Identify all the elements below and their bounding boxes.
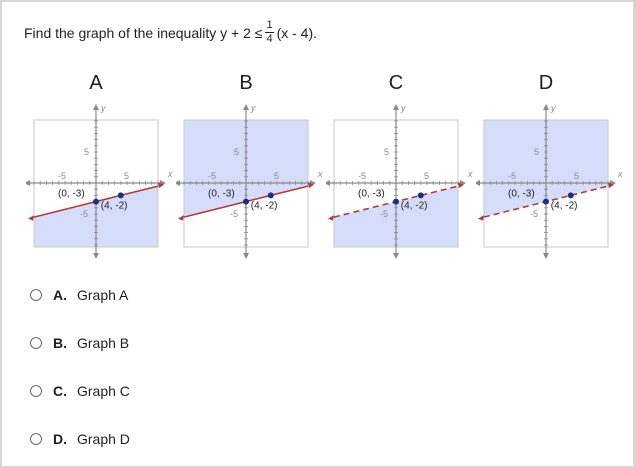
graph-a-label: A [89, 72, 103, 94]
line-arrow-left [478, 215, 484, 221]
y-axis-arrow [243, 104, 249, 110]
fraction-denominator: 4 [265, 32, 274, 45]
fraction: 1 4 [265, 19, 274, 45]
point-label-1: (0, -3) [208, 189, 235, 200]
tick-label-y-pos: 5 [234, 147, 239, 157]
tick-label-x-pos: 5 [274, 171, 279, 181]
point-4-neg2 [417, 192, 424, 199]
tick-label-x-neg: -5 [358, 171, 366, 181]
y-axis-arrow-down [543, 253, 549, 259]
x-axis-arrow-left [176, 180, 180, 186]
point-4-neg2 [567, 192, 574, 199]
option-b[interactable]: B. Graph B [30, 332, 200, 354]
line-arrow-left [328, 215, 334, 221]
option-b-letter: B. [53, 335, 67, 351]
graph-d: x y -5 5 5 -5 (0, -3) (4, -2) [476, 103, 623, 259]
y-axis-arrow [393, 104, 399, 110]
point-0-neg3 [93, 198, 99, 205]
point-0-neg3 [543, 198, 549, 205]
graph-c: x y -5 5 5 -5 (0, -3) (4, -2) [326, 103, 473, 259]
line-arrow-left [28, 215, 34, 221]
line-arrow-right [158, 182, 164, 189]
option-a-letter: A. [53, 287, 67, 303]
tick-label-y-pos: 5 [84, 147, 89, 157]
line-arrow-right [308, 182, 314, 189]
point-label-2: (4, -2) [401, 200, 428, 211]
line-arrow-right [458, 182, 464, 189]
x-axis-arrow-left [326, 180, 330, 186]
line-arrow-right [608, 182, 614, 189]
x-axis-arrow-left [476, 180, 480, 186]
tick-label-x-pos: 5 [424, 171, 429, 181]
graph-b-label: B [239, 72, 253, 94]
tick-label-x-neg: -5 [208, 171, 216, 181]
x-axis-arrow-left [26, 180, 30, 186]
graph-c-label: C [388, 72, 404, 94]
y-axis-arrow [543, 104, 549, 110]
point-label-1: (0, -3) [508, 189, 535, 200]
tick-label-y-pos: 5 [384, 147, 389, 157]
option-c[interactable]: C. Graph C [30, 380, 200, 402]
tick-label-y-neg: -5 [230, 209, 238, 219]
radio-option-d[interactable] [30, 433, 42, 445]
tick-label-y-neg: -5 [380, 209, 388, 219]
option-d[interactable]: D. Graph D [30, 428, 200, 450]
option-a[interactable]: A. Graph A [30, 284, 200, 306]
radio-option-a[interactable] [30, 289, 42, 301]
option-c-text: Graph C [77, 383, 130, 399]
y-axis-arrow-down [93, 253, 99, 259]
option-b-text: Graph B [77, 335, 130, 351]
x-axis-label: x [467, 169, 473, 179]
tick-label-y-neg: -5 [80, 209, 88, 219]
tick-label-y-neg: -5 [530, 209, 538, 219]
graph-b: x y -5 5 5 -5 (0, -3) (4, -2) [176, 103, 323, 259]
graph-d-label: D [538, 72, 554, 94]
option-d-text: Graph D [77, 431, 130, 447]
graph-a: x y -5 5 5 -5 (0, -3) (4, -2) [26, 103, 173, 259]
option-a-text: Graph A [77, 287, 129, 303]
point-4-neg2 [117, 192, 124, 199]
tick-label-y-pos: 5 [534, 147, 539, 157]
x-axis-label: x [617, 169, 623, 179]
radio-option-c[interactable] [30, 385, 42, 397]
y-axis-label: y [400, 103, 406, 113]
tick-label-x-neg: -5 [58, 171, 66, 181]
x-axis-label: x [167, 169, 173, 179]
y-axis-arrow-down [243, 253, 249, 259]
y-axis-label: y [550, 103, 556, 113]
line-arrow-left [178, 215, 184, 221]
point-4-neg2 [267, 192, 274, 199]
point-label-2: (4, -2) [251, 200, 278, 211]
point-0-neg3 [243, 198, 249, 205]
point-label-2: (4, -2) [551, 200, 578, 211]
question-prefix: Find the graph of the inequality y + 2 ≤ [24, 24, 263, 41]
fraction-numerator: 1 [266, 19, 273, 31]
tick-label-x-pos: 5 [574, 171, 579, 181]
radio-option-b[interactable] [30, 337, 42, 349]
point-0-neg3 [393, 198, 399, 205]
tick-label-x-pos: 5 [124, 171, 129, 181]
y-axis-label: y [100, 103, 106, 113]
question-suffix: (x - 4). [276, 24, 318, 41]
question-text: Find the graph of the inequality y + 2 ≤… [24, 20, 317, 45]
y-axis-arrow-down [393, 253, 399, 259]
point-label-1: (0, -3) [358, 189, 385, 200]
point-label-1: (0, -3) [58, 189, 85, 200]
option-d-letter: D. [53, 431, 67, 447]
x-axis-label: x [317, 169, 323, 179]
tick-label-x-neg: -5 [508, 171, 516, 181]
y-axis-label: y [250, 103, 256, 113]
point-label-2: (4, -2) [101, 200, 128, 211]
y-axis-arrow [93, 104, 99, 110]
option-c-letter: C. [53, 383, 67, 399]
